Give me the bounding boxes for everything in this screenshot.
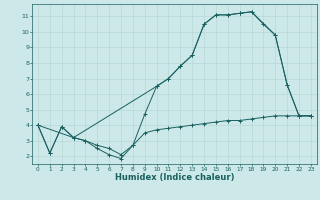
X-axis label: Humidex (Indice chaleur): Humidex (Indice chaleur): [115, 173, 234, 182]
